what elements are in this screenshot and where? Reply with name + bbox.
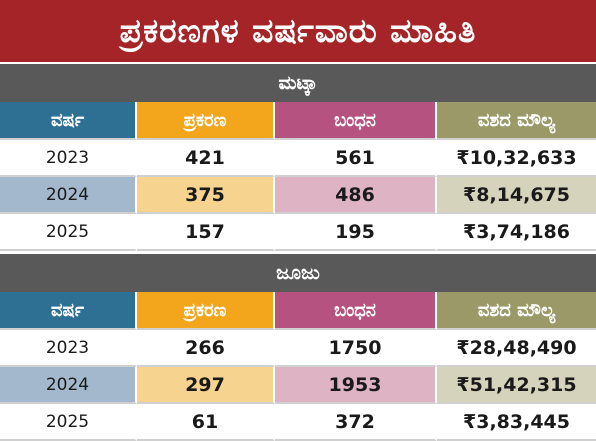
value-cell: ₹8,14,675 <box>437 177 596 214</box>
table-row: 2023 421 561 ₹10,32,633 <box>0 140 596 177</box>
section-header-gambling: ಜೂಜು <box>0 254 596 292</box>
cases-cell: 266 <box>137 330 275 367</box>
column-header-arrests: ಬಂಧನ <box>275 102 437 140</box>
year-cell: 2024 <box>0 367 137 404</box>
section-header-matka: ಮಟ್ಕಾ <box>0 64 596 102</box>
section-title: ಮಟ್ಕಾ <box>278 72 318 94</box>
value-cell: ₹51,42,315 <box>437 367 596 404</box>
table-row: 2024 297 1953 ₹51,42,315 <box>0 367 596 404</box>
arrests-cell: 561 <box>275 140 437 177</box>
value-cell: ₹10,32,633 <box>437 140 596 177</box>
year-cell: 2025 <box>0 404 137 441</box>
column-header-year: ವರ್ಷ <box>0 292 137 330</box>
year-cell: 2025 <box>0 214 137 251</box>
cases-cell: 375 <box>137 177 275 214</box>
title-banner: ಪ್ರಕರಣಗಳ ವರ್ಷವಾರು ಮಾಹಿತಿ <box>0 0 596 62</box>
value-cell: ₹28,48,490 <box>437 330 596 367</box>
arrests-cell: 486 <box>275 177 437 214</box>
cases-cell: 61 <box>137 404 275 441</box>
column-header-value: ವಶದ ಮೌಲ್ಯ <box>437 102 596 140</box>
year-cell: 2023 <box>0 330 137 367</box>
cases-cell: 297 <box>137 367 275 404</box>
section-title: ಜೂಜು <box>276 262 320 284</box>
arrests-cell: 1953 <box>275 367 437 404</box>
page-title: ಪ್ರಕರಣಗಳ ವರ್ಷವಾರು ಮಾಹಿತಿ <box>119 11 477 50</box>
column-header-arrests: ಬಂಧನ <box>275 292 437 330</box>
table-row: 2025 61 372 ₹3,83,445 <box>0 404 596 441</box>
column-header-row: ವರ್ಷ ಪ್ರಕರಣ ಬಂಧನ ವಶದ ಮೌಲ್ಯ <box>0 102 596 140</box>
arrests-cell: 372 <box>275 404 437 441</box>
table-row: 2025 157 195 ₹3,74,186 <box>0 214 596 251</box>
table-row: 2024 375 486 ₹8,14,675 <box>0 177 596 214</box>
column-header-year: ವರ್ಷ <box>0 102 137 140</box>
value-cell: ₹3,74,186 <box>437 214 596 251</box>
arrests-cell: 1750 <box>275 330 437 367</box>
column-header-value: ವಶದ ಮೌಲ್ಯ <box>437 292 596 330</box>
cases-cell: 421 <box>137 140 275 177</box>
column-header-cases: ಪ್ರಕರಣ <box>137 292 275 330</box>
value-cell: ₹3,83,445 <box>437 404 596 441</box>
year-cell: 2023 <box>0 140 137 177</box>
column-header-row: ವರ್ಷ ಪ್ರಕರಣ ಬಂಧನ ವಶದ ಮೌಲ್ಯ <box>0 292 596 330</box>
table-row: 2023 266 1750 ₹28,48,490 <box>0 330 596 367</box>
cases-cell: 157 <box>137 214 275 251</box>
column-header-cases: ಪ್ರಕರಣ <box>137 102 275 140</box>
year-cell: 2024 <box>0 177 137 214</box>
arrests-cell: 195 <box>275 214 437 251</box>
